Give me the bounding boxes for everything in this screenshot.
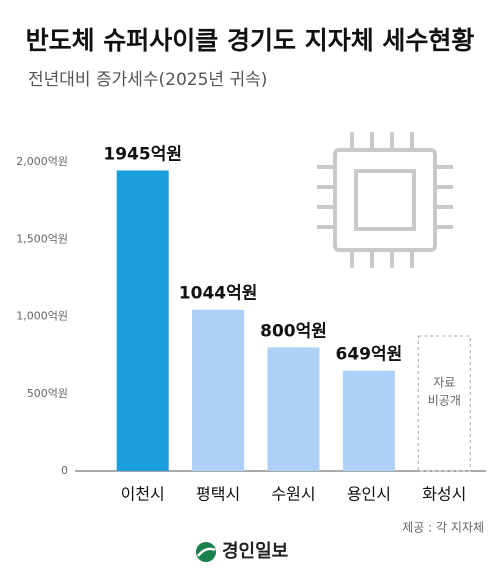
y-tick-label: 2,000억원 — [16, 155, 68, 168]
brand-name: 경인일보 — [222, 541, 288, 562]
no-data-label: 비공개 — [428, 394, 461, 408]
value-label: 1044억원 — [179, 284, 258, 304]
chart-subtitle: 전년대비 증가세수(2025년 귀속) — [28, 70, 267, 90]
no-data-box — [417, 335, 471, 472]
y-tick-label: 0 — [61, 464, 68, 477]
bar — [116, 170, 169, 471]
chip-icon — [317, 132, 453, 268]
value-label: 649억원 — [336, 345, 403, 365]
bar — [267, 347, 320, 471]
x-tick-label: 용인시 — [347, 485, 391, 504]
no-data-label: 자료 — [433, 376, 455, 390]
bar — [342, 370, 395, 471]
x-tick-label: 화성시 — [422, 485, 466, 504]
source: 제공 : 각 지자체 — [402, 521, 484, 535]
value-label: 1945억원 — [103, 144, 182, 164]
x-tick-label: 수원시 — [271, 485, 315, 504]
x-tick-label: 평택시 — [196, 485, 240, 504]
y-tick-label: 500억원 — [27, 387, 68, 400]
value-label: 800억원 — [260, 321, 327, 341]
brand-logo: 경인일보 — [196, 541, 288, 562]
chart-title: 반도체 슈퍼사이클 경기도 지자체 세수현황 — [26, 26, 475, 55]
y-tick-label: 1,000억원 — [16, 310, 68, 323]
y-tick-label: 1,500억원 — [16, 232, 68, 245]
x-tick-label: 이천시 — [121, 485, 165, 504]
bar — [192, 309, 245, 471]
